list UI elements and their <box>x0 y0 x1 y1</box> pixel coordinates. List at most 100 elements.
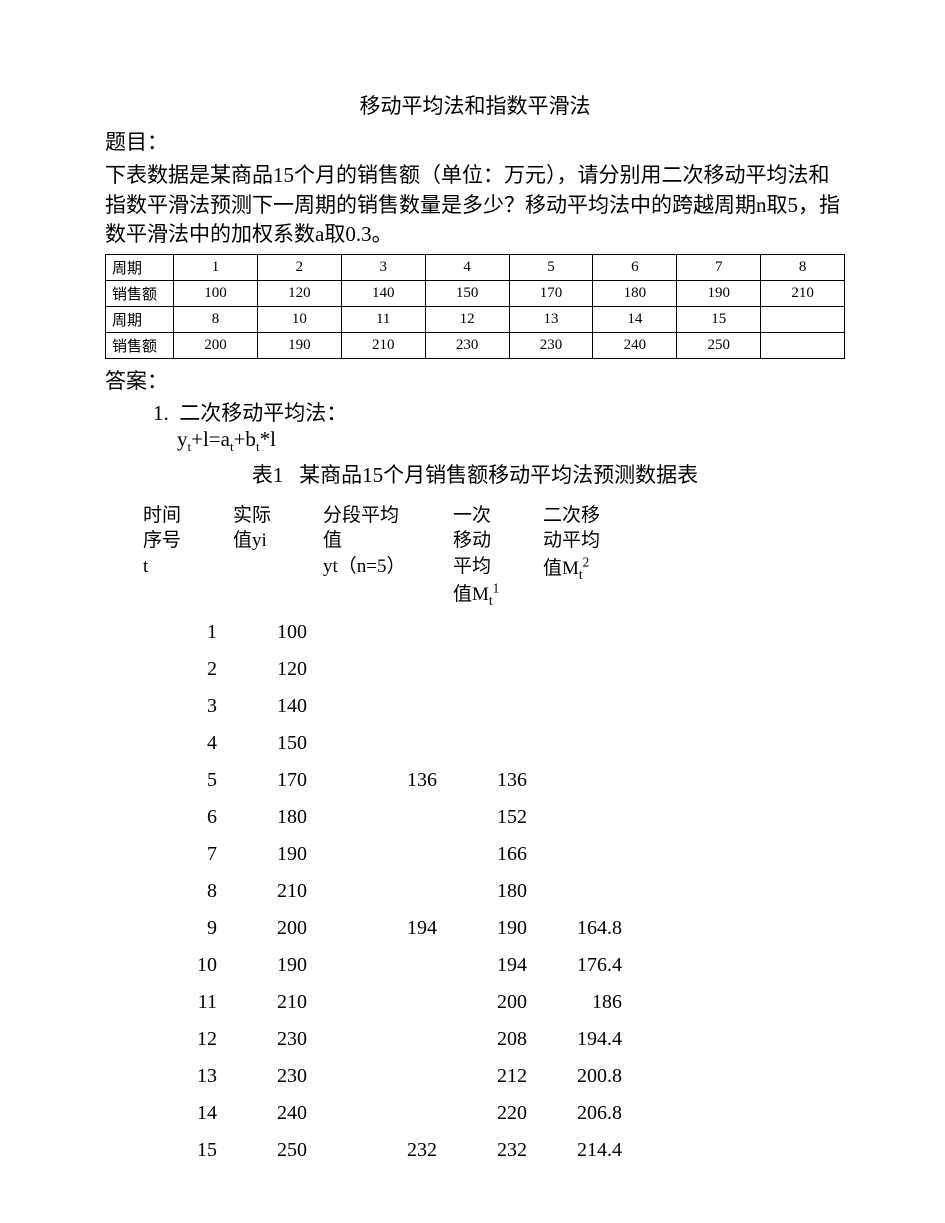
header-t: 时间 序号 t <box>135 499 225 614</box>
cell-m1: 152 <box>445 799 535 836</box>
table-row: 7190166 <box>135 836 630 873</box>
cell: 8 <box>174 306 258 332</box>
cell: 2 <box>257 254 341 280</box>
cell-yi: 250 <box>225 1132 315 1169</box>
cell-m1: 232 <box>445 1132 535 1169</box>
table-row: 9200194190164.8 <box>135 910 630 947</box>
cell-m2: 200.8 <box>535 1058 630 1095</box>
cell-t: 8 <box>135 873 225 910</box>
header-m1: 一次 移动 平均 值Mt1 <box>445 499 535 614</box>
cell: 15 <box>677 306 761 332</box>
cell-m1 <box>445 688 535 725</box>
cell-m2: 176.4 <box>535 947 630 984</box>
cell-yi: 240 <box>225 1095 315 1132</box>
cell: 140 <box>341 280 425 306</box>
cell-yt <box>315 947 445 984</box>
cell: 200 <box>174 332 258 358</box>
cell: 8 <box>761 254 845 280</box>
document-title: 移动平均法和指数平滑法 <box>105 90 845 120</box>
cell-m1: 200 <box>445 984 535 1021</box>
cell: 210 <box>761 280 845 306</box>
cell-t: 3 <box>135 688 225 725</box>
answer-label: 答案： <box>105 365 845 395</box>
cell-m2 <box>535 688 630 725</box>
answer-item-1: 1. 二次移动平均法： <box>153 397 845 427</box>
formula: yt+l=at+bt*l <box>177 427 845 455</box>
cell-t: 2 <box>135 651 225 688</box>
cell-yi: 200 <box>225 910 315 947</box>
table-row: 8210180 <box>135 873 630 910</box>
row-label: 销售额 <box>106 332 174 358</box>
cell: 14 <box>593 306 677 332</box>
cell: 190 <box>257 332 341 358</box>
table-row: 3140 <box>135 688 630 725</box>
cell: 230 <box>509 332 593 358</box>
table-row: 5170136136 <box>135 762 630 799</box>
cell-m1: 180 <box>445 873 535 910</box>
cell-m2 <box>535 614 630 651</box>
cell: 12 <box>425 306 509 332</box>
cell-t: 11 <box>135 984 225 1021</box>
cell: 6 <box>593 254 677 280</box>
cell: 11 <box>341 306 425 332</box>
cell-yi: 170 <box>225 762 315 799</box>
cell-t: 1 <box>135 614 225 651</box>
cell-yi: 230 <box>225 1058 315 1095</box>
cell-t: 10 <box>135 947 225 984</box>
cell-yt <box>315 688 445 725</box>
cell-yt: 232 <box>315 1132 445 1169</box>
caption-body: 某商品15个月销售额移动平均法预测数据表 <box>299 463 698 487</box>
cell: 3 <box>341 254 425 280</box>
cell-m1 <box>445 651 535 688</box>
cell: 1 <box>174 254 258 280</box>
cell-yt <box>315 1021 445 1058</box>
cell-yt <box>315 725 445 762</box>
table-row: 销售额 100 120 140 150 170 180 190 210 <box>106 280 845 306</box>
cell-m2 <box>535 873 630 910</box>
table-row: 11210200186 <box>135 984 630 1021</box>
header-yt: 分段平均 值 yt（n=5） <box>315 499 445 614</box>
cell-m1 <box>445 614 535 651</box>
table-row: 周期 8 10 11 12 13 14 15 <box>106 306 845 332</box>
cell: 120 <box>257 280 341 306</box>
cell-yi: 100 <box>225 614 315 651</box>
cell-m2: 164.8 <box>535 910 630 947</box>
table-row: 2120 <box>135 651 630 688</box>
cell-t: 9 <box>135 910 225 947</box>
cell: 240 <box>593 332 677 358</box>
cell: 230 <box>425 332 509 358</box>
moving-average-table: 时间 序号 t 实际 值yi 分段平均 值 yt（n=5） 一次 移动 平均 值… <box>135 499 630 1169</box>
table-row: 1100 <box>135 614 630 651</box>
cell: 210 <box>341 332 425 358</box>
cell-yt <box>315 1058 445 1095</box>
cell-yi: 180 <box>225 799 315 836</box>
cell-yt <box>315 614 445 651</box>
table-row: 销售额 200 190 210 230 230 240 250 <box>106 332 845 358</box>
cell <box>761 332 845 358</box>
cell-m2: 214.4 <box>535 1132 630 1169</box>
cell-m2: 194.4 <box>535 1021 630 1058</box>
cell-t: 6 <box>135 799 225 836</box>
cell-m1: 166 <box>445 836 535 873</box>
cell-m1: 220 <box>445 1095 535 1132</box>
cell-yt <box>315 799 445 836</box>
header-yi: 实际 值yi <box>225 499 315 614</box>
cell-t: 7 <box>135 836 225 873</box>
cell <box>761 306 845 332</box>
cell-m2 <box>535 725 630 762</box>
cell: 250 <box>677 332 761 358</box>
row-label: 周期 <box>106 254 174 280</box>
cell-yt <box>315 873 445 910</box>
cell: 100 <box>174 280 258 306</box>
cell: 5 <box>509 254 593 280</box>
cell-yt: 194 <box>315 910 445 947</box>
cell-m1: 194 <box>445 947 535 984</box>
cell-t: 15 <box>135 1132 225 1169</box>
cell-m2: 206.8 <box>535 1095 630 1132</box>
cell: 150 <box>425 280 509 306</box>
cell-m1: 190 <box>445 910 535 947</box>
table-row: 15250232232214.4 <box>135 1132 630 1169</box>
cell: 4 <box>425 254 509 280</box>
cell-yi: 140 <box>225 688 315 725</box>
input-data-table: 周期 1 2 3 4 5 6 7 8 销售额 100 120 140 150 1… <box>105 254 845 359</box>
